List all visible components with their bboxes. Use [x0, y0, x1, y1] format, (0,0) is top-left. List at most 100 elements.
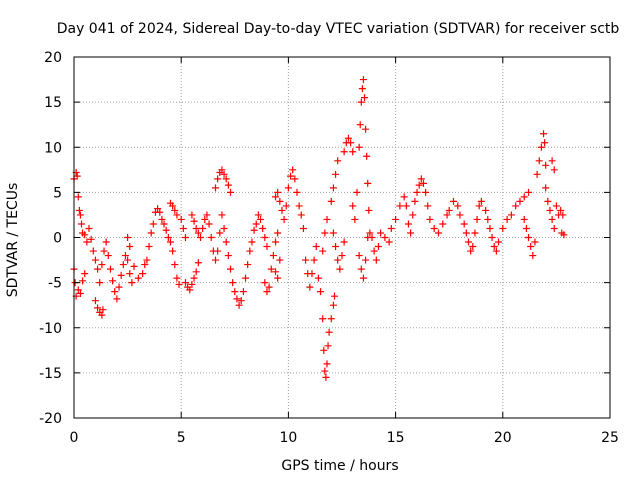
- data-point-marker: [392, 215, 400, 223]
- data-point-marker: [272, 193, 280, 201]
- data-point-marker: [231, 288, 239, 296]
- data-point-marker: [415, 181, 423, 189]
- data-point-marker: [317, 288, 325, 296]
- data-point-marker: [340, 148, 348, 156]
- data-point-marker: [486, 224, 494, 232]
- data-point-marker: [471, 229, 479, 237]
- data-point-marker: [214, 175, 222, 183]
- data-point-marker: [370, 247, 378, 255]
- data-point-marker: [173, 211, 181, 219]
- data-point-marker: [540, 130, 548, 138]
- data-point-marker: [302, 256, 310, 264]
- data-point-marker: [81, 231, 89, 239]
- data-point-marker: [293, 188, 301, 196]
- data-point-marker: [381, 234, 389, 241]
- data-point-marker: [299, 224, 307, 232]
- data-point-marker: [171, 261, 179, 269]
- y-tick-label: -5: [48, 276, 62, 292]
- data-point-marker: [365, 206, 373, 214]
- data-point-marker: [548, 215, 556, 223]
- data-point-marker: [94, 265, 102, 273]
- data-point-marker: [443, 211, 451, 219]
- data-point-marker: [117, 271, 125, 279]
- data-point-marker: [269, 252, 277, 260]
- data-point-marker: [542, 161, 550, 169]
- data-point-marker: [278, 206, 286, 214]
- data-point-marker: [330, 292, 338, 300]
- data-point-marker: [75, 206, 83, 214]
- data-point-marker: [374, 243, 382, 251]
- data-point-marker: [329, 184, 337, 192]
- data-point-marker: [124, 234, 132, 241]
- data-point-marker: [314, 274, 322, 282]
- y-tick-label: 15: [44, 95, 62, 111]
- data-point-marker: [413, 188, 421, 196]
- data-point-marker: [495, 238, 503, 246]
- y-tick-label: -20: [39, 411, 62, 427]
- data-point-marker: [419, 179, 427, 187]
- data-point-marker: [329, 229, 337, 237]
- data-point-marker: [73, 172, 81, 180]
- data-point-marker: [319, 247, 327, 255]
- data-point-marker: [113, 295, 121, 303]
- data-point-marker: [306, 283, 314, 291]
- data-point-marker: [467, 247, 475, 255]
- data-point-marker: [484, 215, 492, 223]
- data-point-marker: [246, 247, 254, 255]
- data-point-marker: [289, 166, 297, 174]
- data-point-marker: [332, 170, 340, 178]
- data-point-marker: [227, 265, 235, 273]
- data-point-marker: [280, 215, 288, 223]
- data-point-marker: [282, 202, 290, 210]
- data-point-marker: [550, 166, 558, 174]
- data-point-marker: [257, 215, 265, 223]
- data-point-marker: [525, 188, 533, 196]
- data-point-marker: [121, 252, 129, 260]
- data-point-marker: [237, 297, 245, 305]
- data-point-marker: [430, 224, 438, 232]
- data-point-marker: [78, 220, 86, 228]
- y-tick-labels: -20 -15 -10 -5 0 5 10 15 20: [39, 50, 62, 427]
- data-point-marker: [224, 252, 232, 260]
- data-point-marker: [349, 202, 357, 210]
- data-point-marker: [190, 217, 198, 225]
- x-tick-label: 25: [601, 430, 619, 446]
- data-point-marker: [212, 184, 220, 192]
- data-point-marker: [156, 208, 164, 216]
- x-axis-label: GPS time / hours: [281, 458, 398, 474]
- data-point-marker: [325, 328, 333, 336]
- data-point-marker: [164, 234, 172, 241]
- data-point-marker: [353, 188, 361, 196]
- data-point-marker: [323, 215, 331, 223]
- data-point-marker: [287, 172, 295, 180]
- data-point-marker: [74, 193, 82, 201]
- data-point-marker: [560, 231, 568, 239]
- data-point-marker: [464, 238, 472, 246]
- data-point-marker: [181, 234, 189, 241]
- data-point-marker: [100, 247, 108, 255]
- x-tick-label: 20: [494, 430, 512, 446]
- data-point-marker: [250, 226, 258, 234]
- data-point-marker: [324, 342, 332, 350]
- data-point-marker: [126, 270, 134, 278]
- data-point-marker: [462, 229, 470, 237]
- data-point-marker: [179, 224, 187, 232]
- x-tick-label: 15: [387, 430, 405, 446]
- data-point-marker: [175, 280, 183, 288]
- data-point-marker: [351, 215, 359, 223]
- data-point-marker: [527, 243, 535, 251]
- data-point-marker: [171, 206, 179, 214]
- data-point-marker: [130, 262, 138, 270]
- data-point-marker: [186, 286, 194, 294]
- data-point-marker: [235, 301, 243, 309]
- data-point-marker: [445, 206, 453, 214]
- data-point-marker: [272, 268, 280, 276]
- data-point-marker: [323, 360, 331, 368]
- data-point-marker: [224, 181, 232, 189]
- data-point-marker: [456, 211, 464, 219]
- data-point-marker: [357, 98, 365, 106]
- data-point-marker: [276, 197, 284, 205]
- data-point-marker: [222, 175, 230, 183]
- data-point-marker: [83, 238, 91, 246]
